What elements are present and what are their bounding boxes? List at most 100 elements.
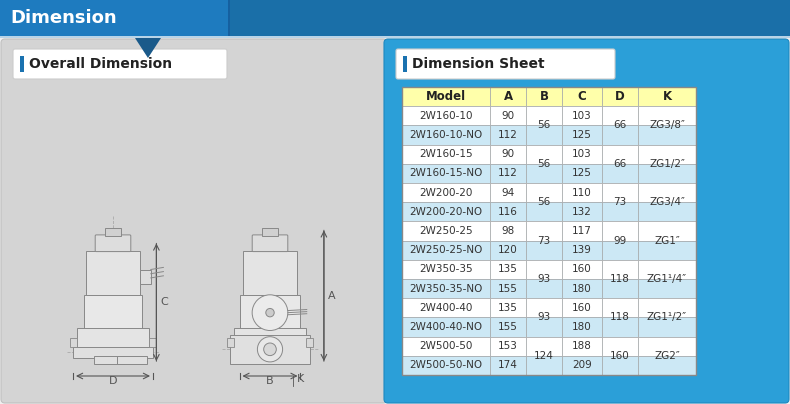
Bar [490, 241, 526, 260]
Bar [602, 318, 638, 337]
FancyBboxPatch shape [94, 356, 123, 364]
Bar [402, 279, 490, 298]
Bar [228, 0, 230, 36]
Bar [638, 241, 696, 260]
Text: ZG3/4″: ZG3/4″ [649, 197, 685, 207]
Text: ZG1″: ZG1″ [654, 236, 680, 246]
Text: D: D [615, 90, 625, 103]
Text: 2W200-20-NO: 2W200-20-NO [409, 207, 483, 217]
Bar [490, 202, 526, 221]
Text: 2W250-25: 2W250-25 [419, 226, 472, 236]
Text: 56: 56 [537, 159, 551, 169]
Bar [402, 125, 490, 145]
Bar [638, 221, 696, 241]
Text: B: B [266, 376, 274, 386]
Bar [490, 337, 526, 356]
Bar [0, 0, 230, 36]
FancyBboxPatch shape [70, 338, 77, 347]
Text: Overall Dimension: Overall Dimension [29, 57, 172, 71]
Text: 2W400-40: 2W400-40 [419, 303, 472, 313]
Bar [490, 221, 526, 241]
Bar [402, 183, 490, 202]
Text: 2W160-10-NO: 2W160-10-NO [409, 130, 483, 140]
Bar [490, 106, 526, 125]
Text: ZG1¹/4″: ZG1¹/4″ [647, 274, 687, 284]
Text: 155: 155 [498, 322, 518, 332]
Bar [602, 221, 638, 241]
Bar [490, 279, 526, 298]
Text: 2W160-10: 2W160-10 [419, 111, 472, 121]
Bar [490, 260, 526, 279]
FancyBboxPatch shape [306, 338, 313, 347]
Bar [602, 87, 638, 106]
Bar [402, 241, 490, 260]
Text: 2W350-35-NO: 2W350-35-NO [409, 284, 483, 294]
Text: 2W400-40-NO: 2W400-40-NO [409, 322, 483, 332]
Text: 93: 93 [537, 274, 551, 284]
Bar [638, 183, 696, 202]
Text: 120: 120 [498, 245, 518, 255]
Text: 99: 99 [613, 236, 626, 246]
Bar [562, 260, 602, 279]
FancyBboxPatch shape [96, 235, 131, 252]
Bar [602, 241, 638, 260]
Text: 135: 135 [498, 264, 518, 274]
Bar [526, 241, 562, 260]
Bar [490, 318, 526, 337]
Text: 209: 209 [572, 360, 592, 370]
Bar [602, 298, 638, 318]
Text: 66: 66 [613, 120, 626, 130]
Text: 90: 90 [502, 111, 514, 121]
Text: Dimension Sheet: Dimension Sheet [412, 57, 544, 71]
Bar [602, 164, 638, 183]
Bar [526, 260, 562, 279]
Text: 160: 160 [572, 303, 592, 313]
Text: 73: 73 [537, 236, 551, 246]
Bar [638, 298, 696, 318]
FancyBboxPatch shape [230, 335, 310, 364]
Text: 2W160-15-NO: 2W160-15-NO [409, 168, 483, 179]
Text: 103: 103 [572, 111, 592, 121]
Bar [20, 56, 24, 72]
Bar [402, 164, 490, 183]
Bar [526, 183, 562, 202]
Text: A: A [503, 90, 513, 103]
Text: 56: 56 [537, 197, 551, 207]
Bar [526, 125, 562, 145]
Bar [562, 87, 602, 106]
FancyBboxPatch shape [235, 328, 306, 351]
Bar [638, 356, 696, 375]
Bar [526, 356, 562, 375]
Bar [562, 106, 602, 125]
Text: 118: 118 [610, 312, 630, 322]
Circle shape [258, 337, 283, 362]
Text: B: B [540, 90, 548, 103]
Bar [490, 164, 526, 183]
Text: ZG1¹/2″: ZG1¹/2″ [647, 312, 687, 322]
Bar [490, 183, 526, 202]
FancyBboxPatch shape [384, 39, 789, 403]
Circle shape [252, 295, 288, 330]
Text: C: C [577, 90, 586, 103]
Text: 153: 153 [498, 341, 518, 351]
Text: 112: 112 [498, 130, 518, 140]
Bar [562, 279, 602, 298]
Bar [402, 318, 490, 337]
Text: 2W250-25-NO: 2W250-25-NO [409, 245, 483, 255]
Text: K: K [663, 90, 672, 103]
FancyBboxPatch shape [227, 338, 235, 347]
Bar [526, 279, 562, 298]
Bar [402, 298, 490, 318]
Bar [638, 260, 696, 279]
Bar [638, 337, 696, 356]
Text: 132: 132 [572, 207, 592, 217]
Bar [0, 0, 790, 36]
Text: 118: 118 [610, 274, 630, 284]
Text: C: C [160, 297, 168, 307]
FancyBboxPatch shape [261, 227, 278, 236]
Text: 56: 56 [537, 120, 551, 130]
FancyBboxPatch shape [117, 356, 147, 364]
Text: 90: 90 [502, 149, 514, 159]
FancyBboxPatch shape [239, 295, 300, 335]
Bar [526, 337, 562, 356]
